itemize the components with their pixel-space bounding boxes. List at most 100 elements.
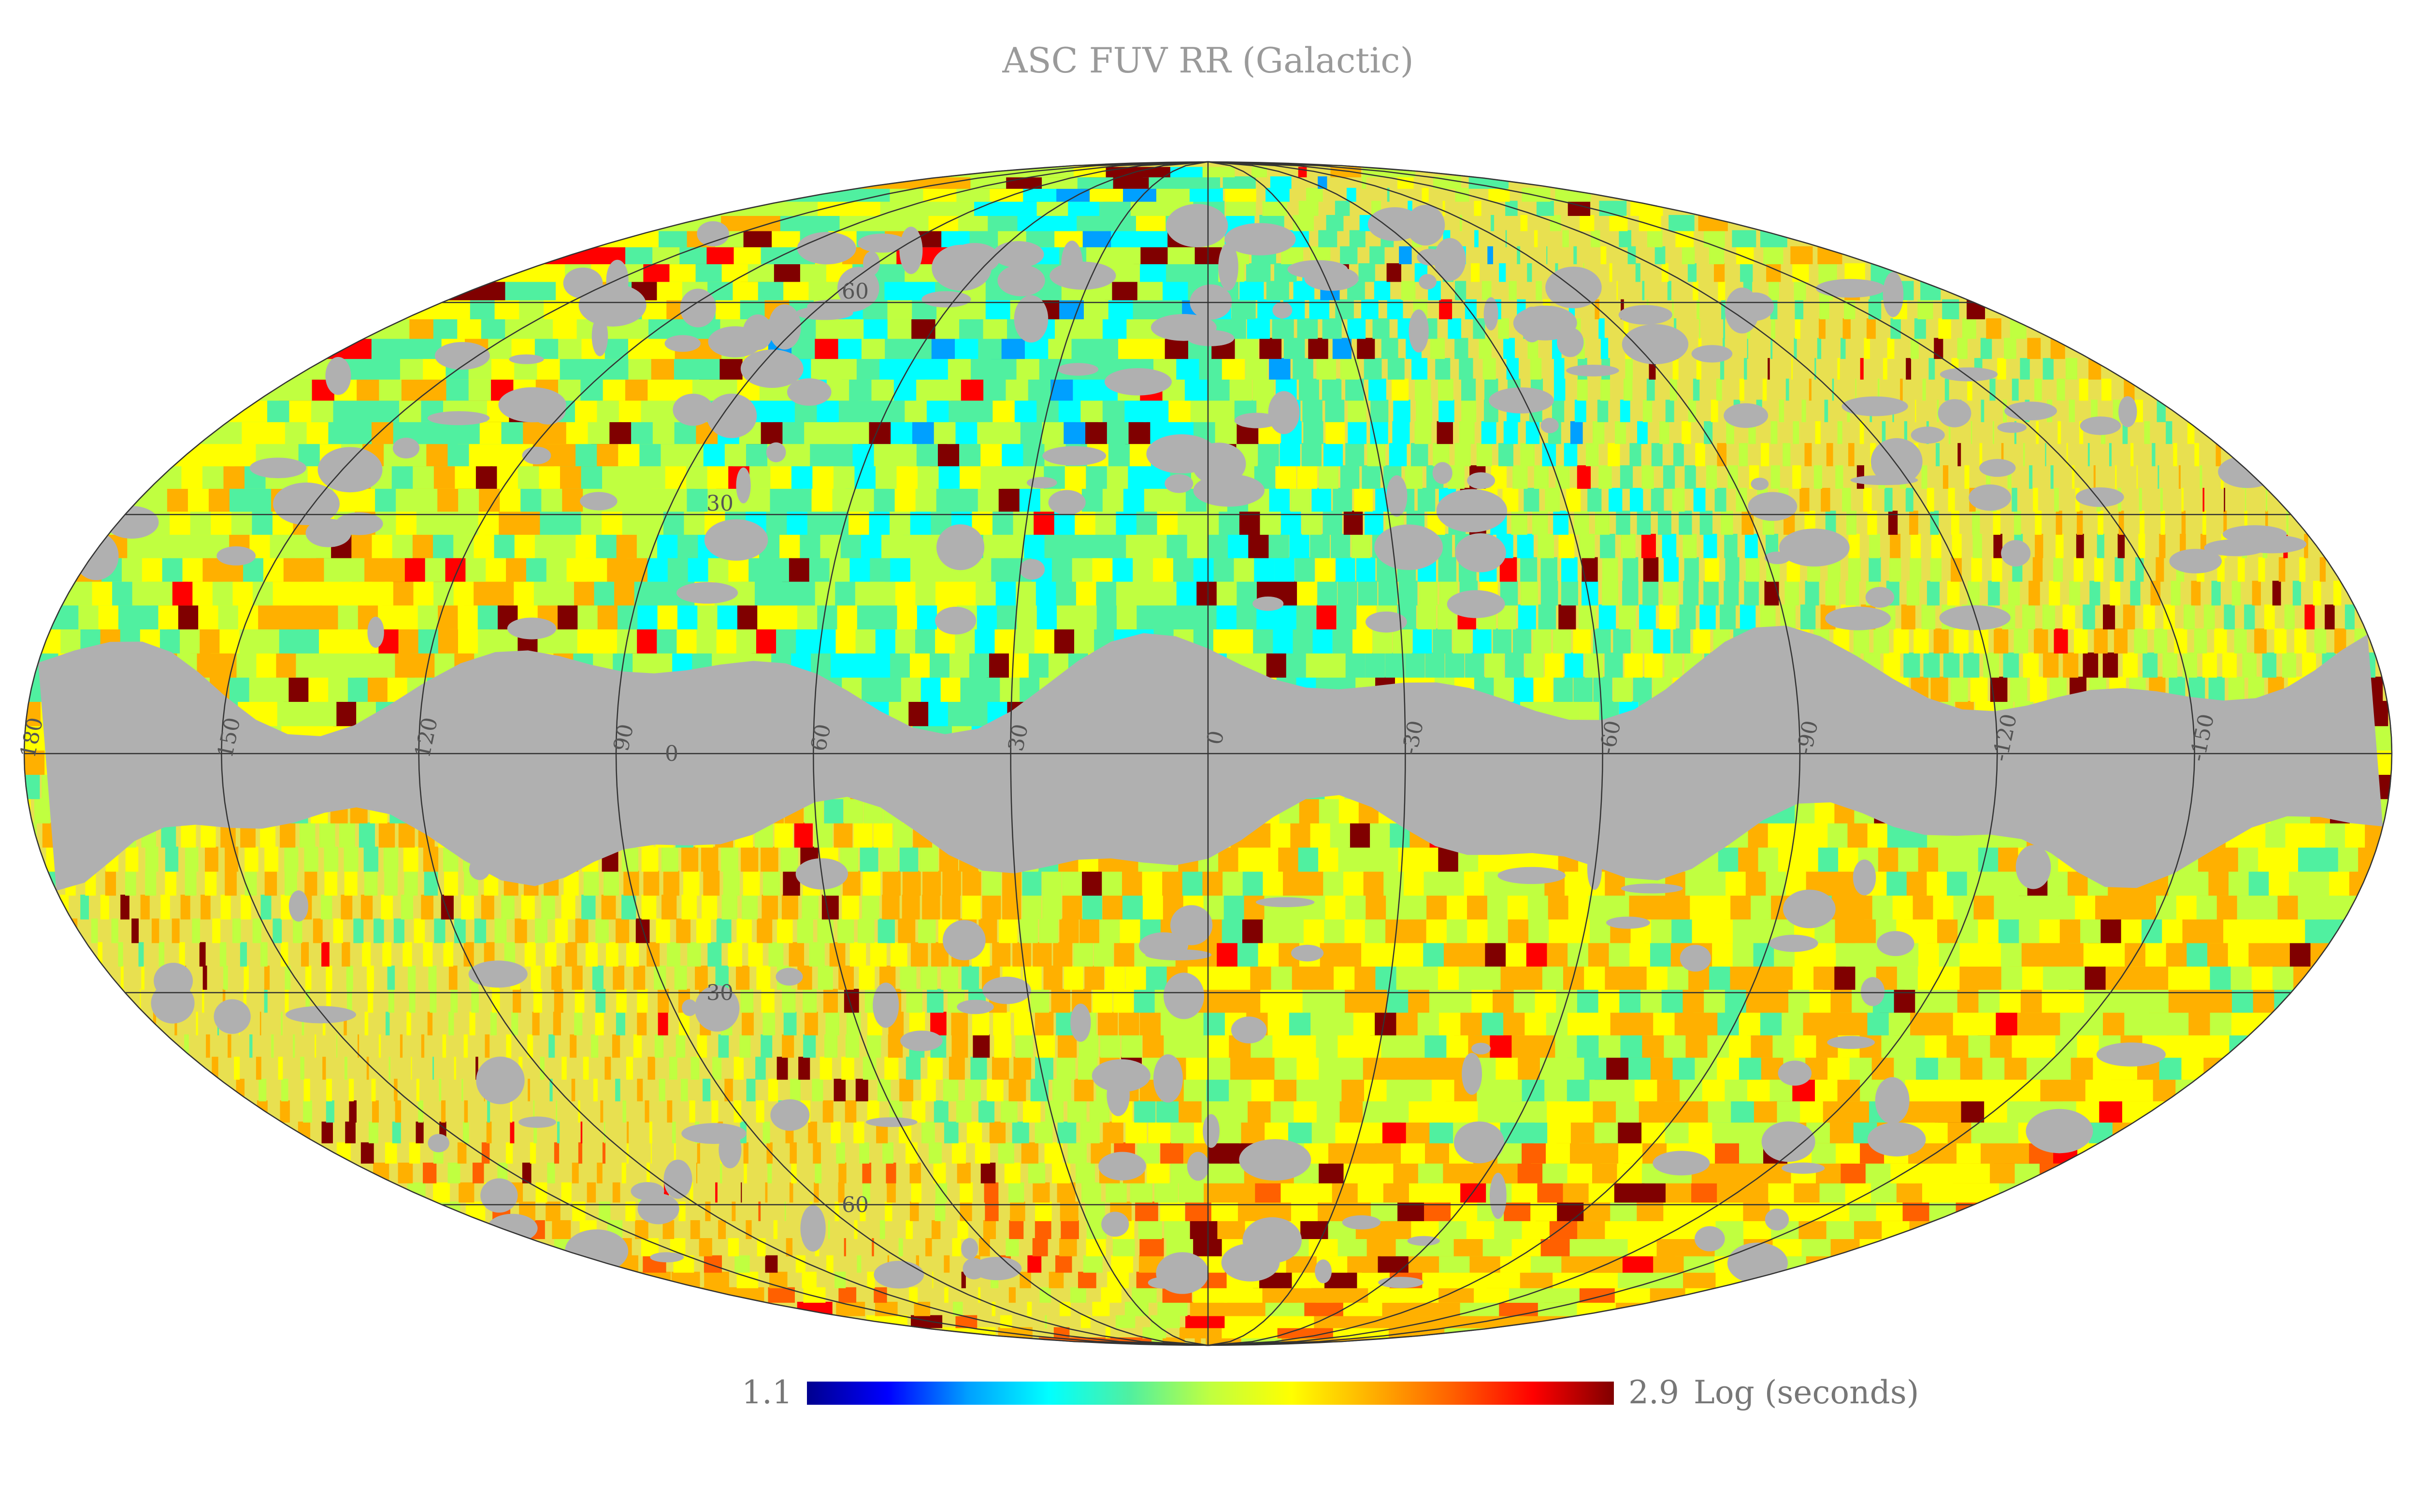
data-cell [902, 895, 920, 920]
data-cell [978, 1100, 995, 1123]
data-cell [1540, 581, 1558, 606]
masked-patch [1153, 1054, 1183, 1103]
data-cell [1651, 443, 1663, 467]
data-cell [2144, 421, 2150, 444]
colorbar-max-label: 2.9 [1628, 1374, 1679, 1411]
data-cell [2156, 557, 2164, 582]
data-cell [762, 1012, 776, 1036]
data-cell [766, 1142, 773, 1164]
data-cell [1022, 895, 1042, 920]
data-cell [1693, 628, 1711, 654]
data-cell [444, 870, 458, 896]
data-cell [1711, 399, 1718, 422]
data-cell [2135, 557, 2144, 582]
data-cell [595, 988, 606, 1013]
data-cell [570, 1034, 577, 1058]
masked-patch [1979, 459, 2016, 477]
data-cell [853, 1121, 864, 1143]
data-cell [1950, 676, 1968, 702]
data-cell [172, 918, 180, 943]
masked-patch [480, 1178, 518, 1213]
data-cell [887, 652, 910, 678]
data-cell [222, 988, 226, 1013]
data-cell [313, 918, 323, 943]
data-cell [190, 421, 242, 444]
data-cell [1301, 918, 1324, 943]
data-cell [1673, 443, 1684, 467]
masked-patch [1419, 274, 1437, 290]
data-cell [1202, 1012, 1225, 1036]
data-cell [385, 1012, 390, 1036]
data-cell [1887, 338, 1895, 359]
masked-patch [1875, 1077, 1910, 1124]
data-cell [1348, 399, 1366, 422]
masked-patch [1026, 477, 1057, 489]
data-cell [324, 846, 339, 872]
data-cell [2224, 604, 2235, 629]
data-cell [1683, 581, 1699, 606]
data-cell [1335, 200, 1350, 216]
masked-patch [676, 582, 738, 604]
data-cell [681, 846, 699, 872]
data-cell [527, 1034, 533, 1058]
data-cell [1665, 399, 1674, 422]
data-cell [674, 1142, 676, 1164]
data-cell [1842, 487, 1851, 512]
data-cell [1190, 263, 1219, 282]
data-cell [1336, 846, 1358, 872]
data-cell [2012, 487, 2017, 512]
data-cell [757, 918, 773, 943]
data-cell [580, 1121, 583, 1143]
data-cell [1509, 281, 1517, 300]
data-cell [1358, 581, 1378, 606]
data-cell [633, 1034, 642, 1058]
data-cell [304, 846, 318, 872]
data-cell [400, 1034, 403, 1058]
data-cell [1928, 358, 1935, 380]
data-cell [1947, 581, 1960, 606]
data-cell [975, 1142, 990, 1164]
data-cell [841, 1056, 854, 1080]
data-cell [1505, 230, 1507, 247]
data-cell [549, 1079, 553, 1101]
data-cell [561, 895, 575, 920]
data-cell [1044, 1142, 1063, 1164]
data-cell [1609, 263, 1612, 282]
data-cell [907, 652, 930, 678]
data-cell [933, 1162, 946, 1184]
data-cell [604, 1121, 605, 1143]
data-cell [1197, 167, 1235, 178]
data-cell [964, 1079, 981, 1101]
masked-patch [874, 1261, 924, 1289]
data-cell [174, 1012, 177, 1036]
masked-patch [1252, 596, 1284, 611]
data-cell [1162, 263, 1193, 282]
data-cell [259, 1012, 261, 1036]
data-cell [1713, 263, 1725, 282]
data-cell [616, 918, 630, 943]
data-cell [1951, 557, 1962, 582]
data-cell [1629, 443, 1641, 467]
data-cell [533, 1100, 535, 1123]
data-cell [1425, 652, 1445, 678]
data-cell [1130, 1182, 1152, 1203]
data-cell [721, 895, 738, 920]
data-cell [1345, 443, 1365, 467]
data-cell [1214, 421, 1237, 444]
data-cell [1099, 918, 1120, 943]
data-cell [24, 773, 40, 799]
data-cell [278, 1056, 283, 1080]
data-cell [1933, 628, 1949, 654]
data-cell [1090, 1100, 1110, 1123]
data-cell [983, 1220, 996, 1240]
data-cell [1220, 1315, 1269, 1328]
data-cell [2123, 652, 2138, 678]
data-cell [138, 942, 144, 967]
data-cell [1760, 604, 1776, 629]
data-cell [1794, 338, 1797, 359]
data-cell [1094, 604, 1117, 629]
masked-patch [367, 616, 384, 648]
masked-patch [468, 960, 528, 988]
data-cell [344, 1056, 347, 1080]
data-cell [1337, 942, 1362, 967]
